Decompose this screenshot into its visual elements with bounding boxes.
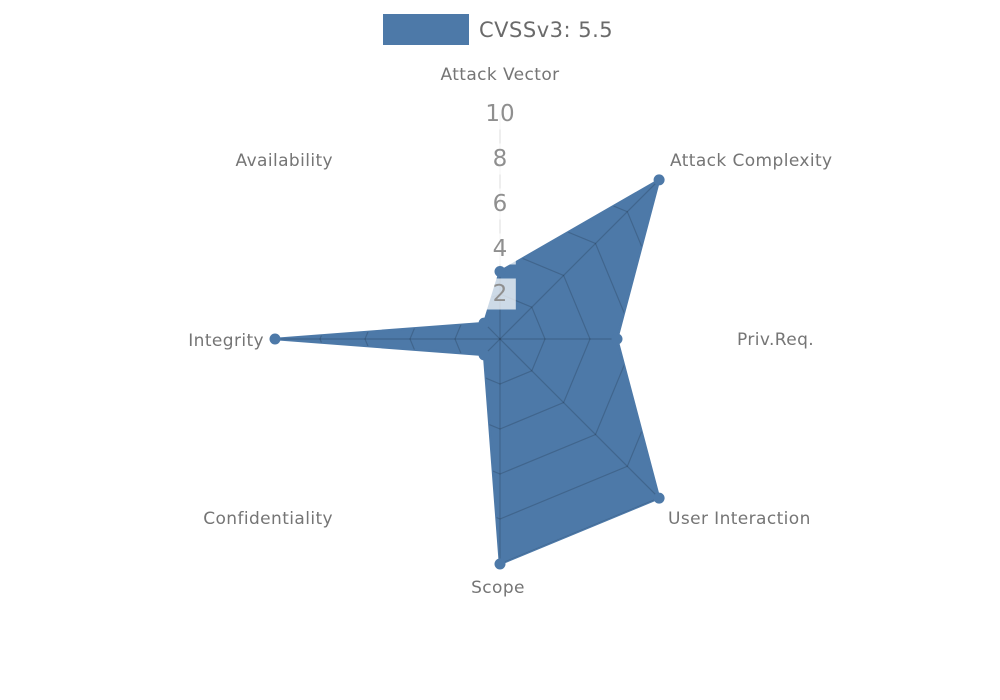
legend-label: CVSSv3: 5.5: [479, 17, 614, 42]
radial-tick: 6: [484, 188, 516, 220]
vertex-dot[interactable]: [494, 266, 506, 277]
radial-tick-bg: [484, 233, 516, 265]
radial-tick-label: 6: [493, 191, 508, 217]
vertex-dot[interactable]: [269, 333, 281, 345]
vertex-dot[interactable]: [478, 317, 490, 329]
axis-label-confidentiality: Confidentiality: [203, 509, 333, 529]
axis-label-scope: Scope: [471, 578, 525, 598]
radial-tick-bg: [476, 98, 524, 130]
radial-tick-bg: [484, 143, 516, 175]
radial-tick: 2: [484, 278, 516, 310]
axis-label-attack-complexity: Attack Complexity: [670, 151, 833, 171]
axis-spoke: [340, 338, 501, 499]
axis-spoke: [499, 179, 660, 340]
legend-swatch: [383, 14, 469, 45]
axis-label-attack-vector: Attack Vector: [440, 65, 559, 85]
vertex-dot[interactable]: [494, 558, 506, 570]
radial-tick-label: 10: [485, 101, 514, 127]
radial-tick-label: 4: [493, 236, 508, 262]
radial-tick-bg: [484, 188, 516, 220]
radial-tick-label: 2: [493, 281, 508, 307]
axis-spoke: [499, 338, 660, 499]
vertex-dot[interactable]: [478, 349, 490, 361]
vertex-dot[interactable]: [653, 492, 665, 504]
axis-label-priv-req: Priv.Req.: [737, 330, 814, 350]
axis-label-user-interaction: User Interaction: [668, 509, 811, 529]
vertex-dot[interactable]: [653, 174, 665, 186]
axis-label-integrity: Integrity: [188, 331, 264, 351]
radial-tick: 8: [484, 143, 516, 175]
legend[interactable]: CVSSv3: 5.5: [383, 14, 613, 45]
vertex-dot[interactable]: [611, 333, 623, 345]
radial-tick-label: 8: [493, 146, 508, 172]
radial-tick-bg: [484, 278, 516, 310]
radial-tick: 4: [484, 233, 516, 265]
radial-tick: 10: [476, 98, 524, 130]
axis-label-availability: Availability: [236, 151, 333, 171]
axis-spoke: [340, 179, 501, 340]
